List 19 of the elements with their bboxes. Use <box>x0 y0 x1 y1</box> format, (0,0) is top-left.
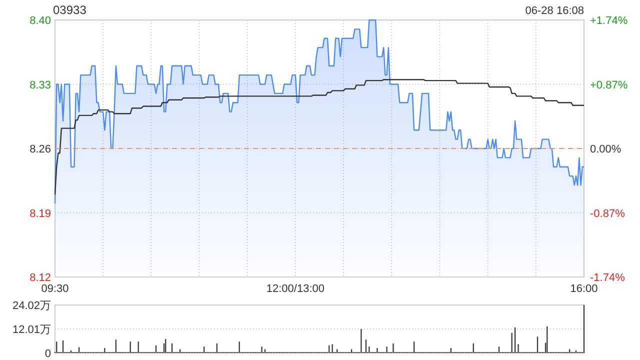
chart-title: 03933 <box>53 3 87 17</box>
line-series <box>54 79 585 195</box>
y-tick-label: 8.33 <box>30 79 51 92</box>
y2-tick-label: +1.74% <box>590 15 628 27</box>
y-tick-label: 12.01万 <box>12 324 51 336</box>
y-tick-label: 8.26 <box>30 144 51 156</box>
y2-tick-label: -0.87% <box>590 208 626 220</box>
y2-tick-label: -1.74% <box>590 272 626 284</box>
y-tick-label: 8.40 <box>30 15 51 27</box>
x-tick-label: 12:00/13:00 <box>266 283 325 295</box>
y-tick-label: 8.19 <box>30 208 51 220</box>
x-tick-label: 09:30 <box>41 283 69 295</box>
y2-tick-label: 0.00% <box>590 144 622 156</box>
x-tick-label: 16:00 <box>570 283 598 295</box>
text: 06-28 16:08 <box>525 5 584 17</box>
y-tick-label: 8.12 <box>30 272 51 284</box>
y-tick-label: 0 <box>44 348 51 360</box>
y-tick-label: 24.02万 <box>12 300 51 312</box>
y2-tick-label: +0.87% <box>590 79 628 92</box>
